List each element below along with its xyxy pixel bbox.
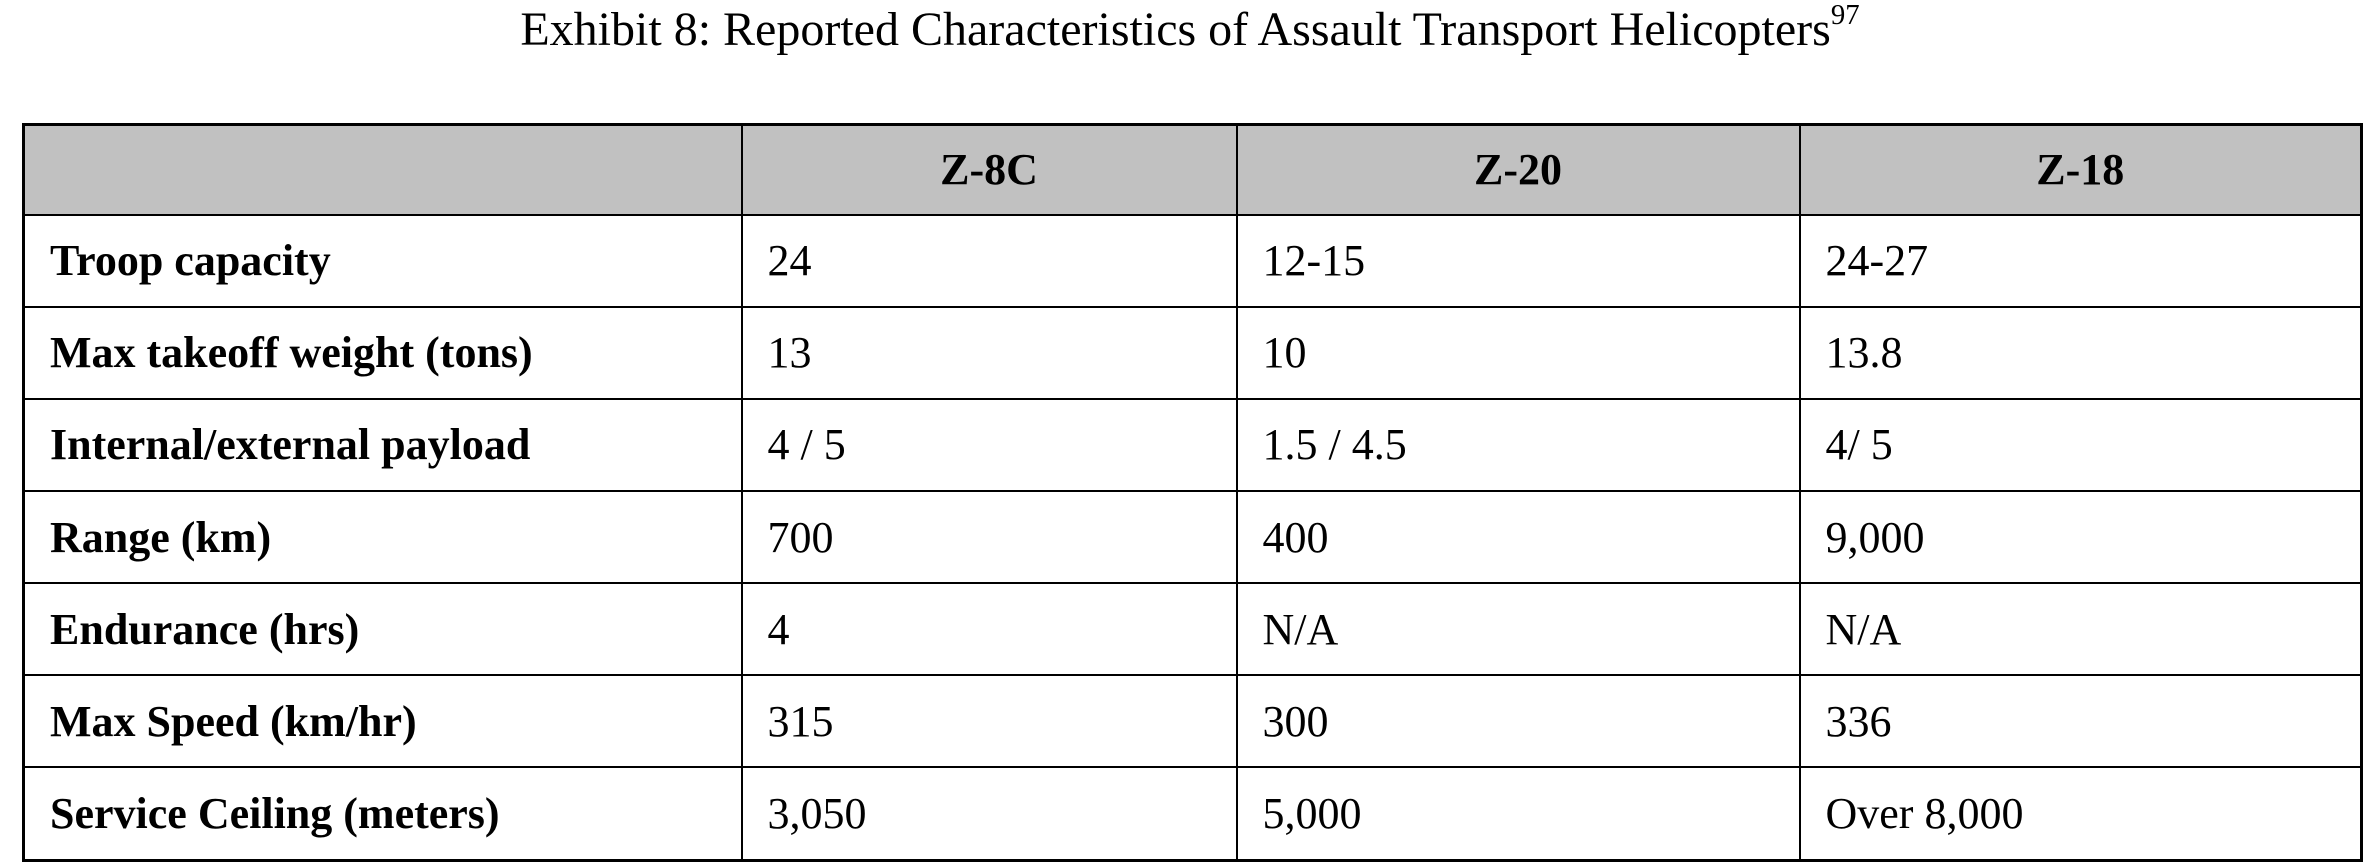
cell-z18: Over 8,000 [1798, 766, 2363, 862]
cell-z20: 12-15 [1235, 213, 1801, 308]
characteristics-table: Z-8C Z-20 Z-18 Troop capacity 24 12-15 2… [22, 123, 2363, 862]
cell-z18: N/A [1798, 582, 2363, 677]
exhibit-title: Exhibit 8: Reported Characteristics of A… [0, 0, 2380, 57]
row-label: Max Speed (km/hr) [22, 674, 743, 769]
table-row-troop-capacity: Troop capacity 24 12-15 24-27 [22, 213, 2363, 308]
row-label: Endurance (hrs) [22, 582, 743, 677]
cell-z20: N/A [1235, 582, 1801, 677]
header-row: Z-8C Z-20 Z-18 [22, 123, 2363, 216]
cell-z18: 336 [1798, 674, 2363, 769]
table-row-max-speed: Max Speed (km/hr) 315 300 336 [22, 674, 2363, 769]
table-row-service-ceiling: Service Ceiling (meters) 3,050 5,000 Ove… [22, 766, 2363, 862]
column-header-z20: Z-20 [1235, 123, 1801, 216]
cell-z18: 24-27 [1798, 213, 2363, 308]
row-label: Max takeoff weight (tons) [22, 305, 743, 400]
table-row-endurance: Endurance (hrs) 4 N/A N/A [22, 582, 2363, 677]
cell-z8c: 700 [740, 489, 1238, 585]
row-label: Service Ceiling (meters) [22, 766, 743, 862]
cell-z20: 1.5 / 4.5 [1235, 397, 1801, 492]
cell-z8c: 4 [740, 582, 1238, 677]
table-row-range: Range (km) 700 400 9,000 [22, 489, 2363, 585]
exhibit-title-text: Exhibit 8: Reported Characteristics of A… [520, 3, 1831, 56]
cell-z20: 400 [1235, 489, 1801, 585]
cell-z20: 300 [1235, 674, 1801, 769]
cell-z20: 5,000 [1235, 766, 1801, 862]
cell-z8c: 24 [740, 213, 1238, 308]
column-header-empty [22, 123, 743, 216]
footnote-reference: 97 [1830, 0, 1860, 31]
column-header-z18: Z-18 [1798, 123, 2363, 216]
cell-z8c: 315 [740, 674, 1238, 769]
cell-z18: 9,000 [1798, 489, 2363, 585]
row-label: Internal/external payload [22, 397, 743, 492]
table-row-max-takeoff-weight: Max takeoff weight (tons) 13 10 13.8 [22, 305, 2363, 400]
cell-z8c: 13 [740, 305, 1238, 400]
column-header-z8c: Z-8C [740, 123, 1238, 216]
table-row-internal-external-payload: Internal/external payload 4 / 5 1.5 / 4.… [22, 397, 2363, 492]
cell-z20: 10 [1235, 305, 1801, 400]
cell-z8c: 4 / 5 [740, 397, 1238, 492]
row-label: Troop capacity [22, 213, 743, 308]
cell-z18: 4/ 5 [1798, 397, 2363, 492]
cell-z18: 13.8 [1798, 305, 2363, 400]
cell-z8c: 3,050 [740, 766, 1238, 862]
row-label: Range (km) [22, 489, 743, 585]
